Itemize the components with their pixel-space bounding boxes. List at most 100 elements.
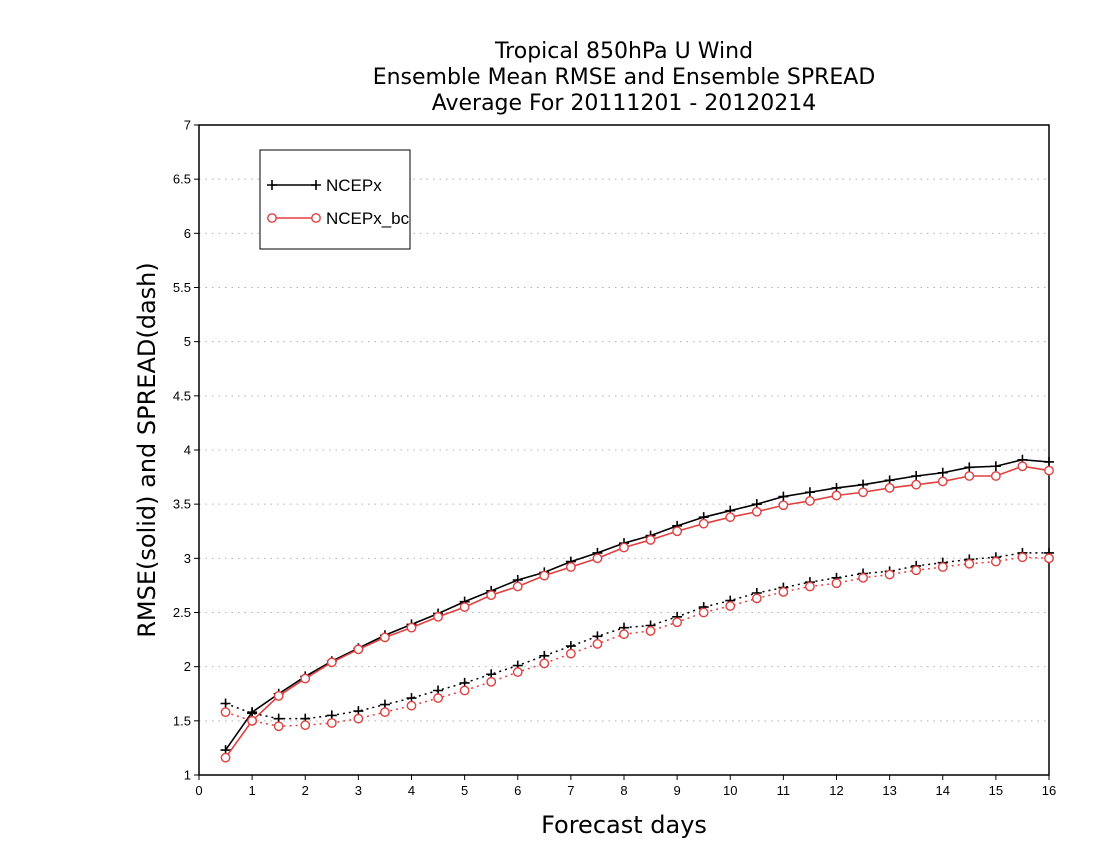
data-point — [645, 626, 656, 636]
data-point — [831, 490, 842, 501]
data-point — [380, 632, 390, 643]
data-point — [539, 570, 550, 581]
series-line — [225, 556, 1050, 728]
series-lines — [220, 454, 1054, 763]
y-tick-label: 3.5 — [173, 497, 191, 512]
data-point — [1017, 552, 1028, 563]
y-tick-label: 1.5 — [173, 713, 191, 728]
series-line — [225, 552, 1049, 720]
y-tick-label: 2 — [184, 659, 191, 674]
x-tick-label: 12 — [829, 783, 843, 798]
x-tick-label: 13 — [882, 783, 896, 798]
x-tick-label: 2 — [302, 783, 309, 798]
data-point — [937, 476, 948, 487]
y-tick-label: 4.5 — [173, 388, 191, 403]
x-tick-label: 8 — [620, 783, 627, 798]
data-point — [326, 718, 337, 728]
data-point — [858, 487, 868, 498]
y-axis-label: RMSE(solid) and SPREAD(dash) — [133, 262, 161, 638]
data-point — [300, 720, 311, 731]
data-point — [486, 676, 497, 687]
y-tick-label: 6.5 — [173, 172, 191, 187]
x-tick-label: 15 — [989, 783, 1003, 798]
data-point — [512, 667, 523, 677]
data-point — [911, 471, 922, 481]
data-point — [380, 707, 390, 718]
data-point — [805, 581, 815, 592]
data-point — [645, 535, 656, 545]
y-tick-label: 7 — [184, 118, 191, 133]
data-point — [220, 707, 231, 718]
legend-marker — [267, 213, 277, 223]
y-tick-label: 4 — [184, 443, 191, 458]
data-point — [1044, 456, 1054, 467]
data-point — [990, 471, 1001, 481]
legend-label: NCEPx_bc — [326, 209, 410, 228]
chart-title-line: Tropical 850hPa U Wind — [494, 39, 753, 64]
y-tick-label: 5.5 — [173, 280, 191, 295]
data-point — [1044, 553, 1054, 564]
data-point — [937, 562, 948, 572]
data-point — [884, 569, 895, 580]
y-axis: 1 1.5 2 2.5 3 3.5 4 4.5 5 5.5 6 6.5 7 — [173, 118, 199, 783]
series-line — [224, 465, 1050, 759]
data-point — [406, 622, 417, 633]
x-tick-label: 1 — [249, 783, 256, 798]
data-point — [459, 685, 470, 696]
data-point — [964, 558, 975, 569]
legend-box — [259, 149, 411, 250]
data-point — [539, 658, 550, 669]
data-point — [937, 467, 948, 478]
legend-label: NCEPx — [326, 176, 382, 195]
data-point — [353, 644, 364, 655]
series-NCEPx_bc-rmse — [220, 461, 1054, 763]
series-NCEPx_bc-spread — [220, 552, 1054, 732]
x-tick-label: 16 — [1042, 783, 1056, 798]
data-point — [619, 542, 629, 553]
x-tick-label: 4 — [408, 783, 415, 798]
x-axis-label: Forecast days — [541, 811, 707, 839]
x-tick-label: 3 — [355, 783, 362, 798]
x-tick-label: 7 — [567, 783, 574, 798]
data-point — [672, 617, 683, 628]
data-point — [725, 601, 736, 611]
data-point — [406, 700, 417, 711]
data-point — [751, 593, 762, 604]
data-point — [220, 698, 231, 709]
series-NCEPx-rmse — [220, 454, 1054, 756]
x-tick-label: 5 — [461, 783, 468, 798]
data-point — [433, 611, 443, 622]
data-point — [512, 581, 523, 592]
data-point — [805, 496, 815, 506]
x-tick-label: 0 — [195, 783, 202, 798]
y-tick-label: 1 — [184, 768, 191, 783]
legend: NCEPx NCEPx_bc — [259, 149, 411, 250]
data-point — [778, 587, 789, 597]
data-point — [247, 715, 258, 726]
data-point — [831, 578, 842, 589]
data-point — [884, 483, 895, 493]
data-point — [698, 607, 709, 618]
data-point — [273, 721, 284, 732]
y-tick-label: 3 — [184, 551, 191, 566]
x-tick-label: 14 — [936, 783, 950, 798]
data-point — [1017, 461, 1028, 472]
data-point — [565, 648, 576, 659]
x-tick-label: 10 — [723, 783, 737, 798]
y-tick-label: 2.5 — [173, 605, 191, 620]
chart-title-line: Ensemble Mean RMSE and Ensemble SPREAD — [373, 65, 876, 90]
y-tick-label: 5 — [184, 334, 191, 349]
data-point — [804, 487, 815, 498]
data-point — [273, 691, 284, 701]
x-tick-label: 9 — [674, 783, 681, 798]
data-point — [1044, 465, 1054, 476]
x-tick-label: 11 — [777, 783, 791, 798]
data-point — [565, 562, 576, 572]
data-point — [751, 506, 762, 517]
data-point — [220, 752, 231, 763]
data-point — [486, 590, 497, 601]
legend-marker — [311, 213, 321, 223]
legend-entry-NCEPx_bc: NCEPx_bc — [267, 209, 410, 228]
